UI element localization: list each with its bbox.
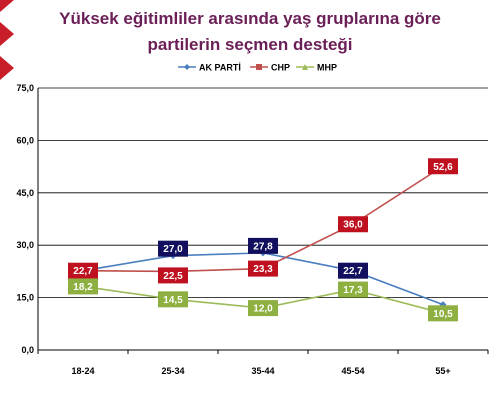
chart-title-line-1: Yüksek eğitimliler arasında yaş grupları… bbox=[59, 9, 441, 28]
chart-legend: AK PARTİ CHP MHP bbox=[178, 63, 337, 73]
data-label: 22,5 bbox=[163, 271, 183, 282]
x-tick-label: 55+ bbox=[435, 366, 450, 376]
y-tick-label: 45,0 bbox=[16, 188, 34, 198]
y-tick-label: 15,0 bbox=[16, 293, 34, 303]
legend-label: MHP bbox=[317, 63, 337, 73]
legend-label: AK PARTİ bbox=[199, 63, 241, 73]
data-label: 36,0 bbox=[343, 220, 363, 231]
data-label: 14,5 bbox=[163, 295, 183, 306]
data-label: 23,3 bbox=[253, 264, 273, 275]
legend-marker bbox=[184, 64, 190, 70]
decorative-corner-triangles bbox=[0, 0, 14, 80]
data-label: 18,2 bbox=[73, 282, 93, 293]
data-label: 27,0 bbox=[163, 244, 183, 255]
data-label: 52,6 bbox=[433, 162, 453, 173]
y-tick-label: 75,0 bbox=[16, 83, 34, 93]
x-tick-label: 35-44 bbox=[251, 366, 274, 376]
data-label: 17,3 bbox=[343, 285, 363, 296]
data-label: 22,7 bbox=[73, 266, 93, 277]
x-tick-label: 18-24 bbox=[71, 366, 94, 376]
legend-marker bbox=[256, 64, 262, 70]
data-label: 22,7 bbox=[343, 266, 363, 277]
data-label: 10,5 bbox=[433, 309, 453, 320]
data-label: 12,0 bbox=[253, 304, 273, 315]
y-tick-label: 0,0 bbox=[21, 345, 34, 355]
plot-area: 0,0 15,0 30,0 45,0 60,0 75,0 18-24 25-34 35-44 45… bbox=[16, 83, 488, 376]
data-label: 27,8 bbox=[253, 241, 273, 252]
x-tick-label: 45-54 bbox=[341, 366, 364, 376]
y-tick-label: 30,0 bbox=[16, 240, 34, 250]
y-tick-label: 60,0 bbox=[16, 135, 34, 145]
x-tick-label: 25-34 bbox=[161, 366, 184, 376]
legend-label: CHP bbox=[271, 63, 290, 73]
chart-title-line-2: partilerin seçmen desteği bbox=[147, 35, 352, 54]
